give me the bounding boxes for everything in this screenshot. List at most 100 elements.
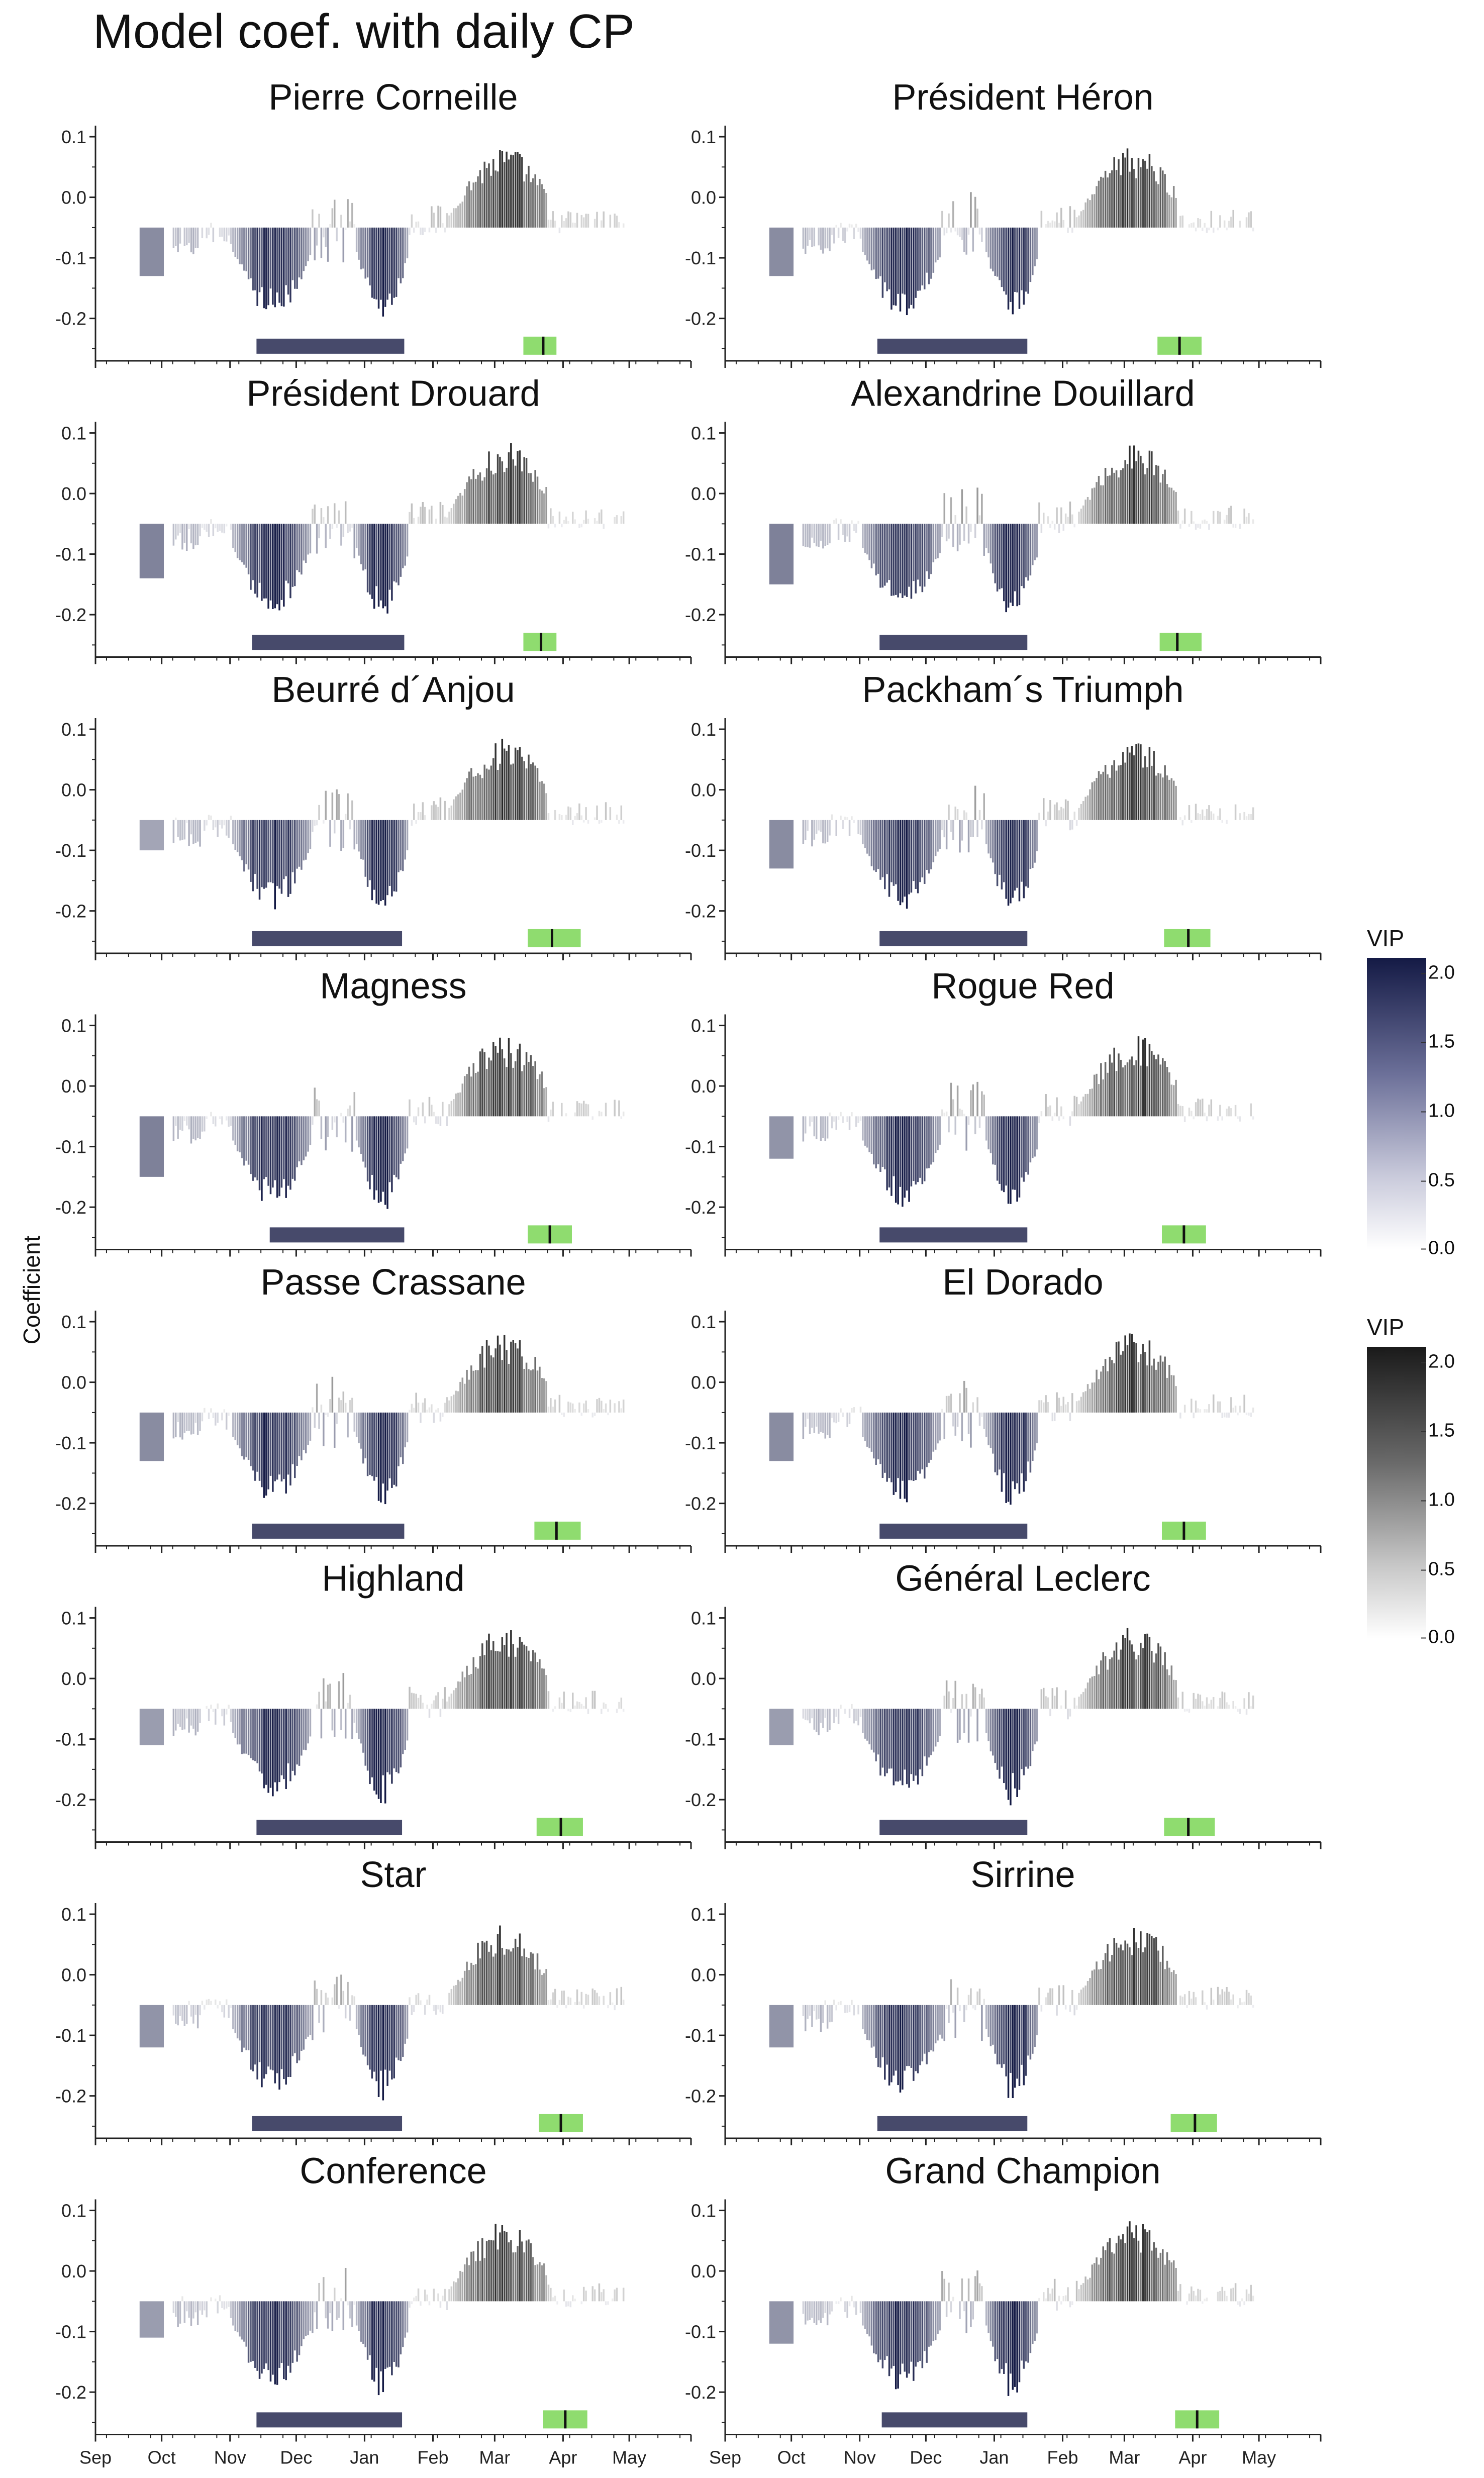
coefficient-bar [1023,227,1025,305]
coefficient-bar [245,227,247,271]
coefficient-bar [1027,227,1029,294]
coefficient-bar [1175,1974,1177,2005]
coefficient-bar [972,820,974,837]
coefficient-bar [1032,1412,1034,1461]
coefficient-bar [972,1402,974,1413]
coefficient-bar [932,227,935,273]
coefficient-bar [996,1116,999,1181]
coefficient-bar [472,469,475,524]
coefficient-bar [338,1398,340,1413]
coefficient-bar [1148,1340,1151,1413]
coefficient-bar [278,1116,280,1197]
coefficient-bar [895,1412,897,1493]
coefficient-bar [902,1116,904,1207]
coefficient-bar [1062,220,1065,228]
coefficient-bar [1170,2262,1173,2302]
coefficient-bar [1186,1709,1188,1712]
coefficient-bar [479,472,481,524]
coefficient-bar [320,1404,323,1413]
coefficient-bar [994,1412,996,1472]
coefficient-bar [1001,820,1003,889]
coefficient-bar [536,2264,539,2302]
coefficient-bar [439,1116,442,1126]
coefficient-bar [283,2005,285,2079]
coefficient-bar [316,1099,318,1117]
coefficient-bar [967,820,970,853]
coefficient-bar [380,1709,382,1803]
coefficient-bar [941,211,943,228]
coefficient-bar [1243,508,1245,524]
coefficient-bar [842,820,844,829]
mean-coefficient-bar [139,1116,164,1177]
coefficient-bar [992,2005,994,2045]
coefficient-bar [384,1412,386,1505]
coefficient-bar [855,2301,857,2315]
coefficient-bar [802,2005,805,2016]
coefficient-bar [917,1412,919,1471]
coefficient-bar [910,1709,913,1774]
coefficient-bar [201,524,204,528]
coefficient-bar [415,820,417,824]
coefficient-bar [818,820,820,831]
coefficient-bar [1162,474,1164,524]
coefficient-bar [924,524,926,587]
coefficient-bar [1126,2226,1129,2302]
coefficient-bar [952,2005,954,2013]
coefficient-bar [477,1370,479,1413]
coefficient-bar [899,227,902,312]
coefficient-bar [276,524,278,605]
coefficient-bar [870,2005,873,2048]
mean-coefficient-bar [139,2301,164,2338]
coefficient-bar [587,214,589,228]
coefficient-bar [305,2301,307,2336]
chilling-period-bar [879,1227,1028,1243]
coefficient-bar [857,2005,859,2015]
coefficient-bar [177,1116,179,1139]
coefficient-bar [373,2301,375,2382]
coefficient-bar [492,1956,494,2005]
coefficient-bar [1107,177,1109,228]
coefficient-bar [574,1112,576,1117]
coefficient-bar [318,524,320,539]
coefficient-bar [985,227,987,252]
coefficient-bar [917,524,919,580]
coefficient-bar [377,820,380,905]
coefficient-bar [320,1990,323,2005]
coefficient-bar [172,227,175,248]
coefficient-bar [192,1709,194,1729]
coefficient-bar [1223,1692,1226,1709]
coefficient-bar [1058,1398,1060,1413]
coefficient-bar [954,806,956,820]
y-tick-label: 0.1 [691,2201,716,2221]
coefficient-bar [455,1688,457,1709]
coefficient-bar [864,2005,866,2034]
coefficient-bar [563,1412,565,1417]
coefficient-bar [1228,1992,1230,2005]
coefficient-bar [261,1412,263,1488]
coefficient-bar [455,1391,457,1413]
coefficient-bar [444,227,446,233]
coefficient-bar [1062,1116,1065,1120]
coefficient-bar [1199,1099,1202,1117]
coefficient-bar [521,1956,523,2005]
coefficient-bar [463,1076,466,1117]
coefficient-bar [459,1092,461,1117]
coefficient-bar [474,1964,477,2005]
coefficient-bar [344,501,347,524]
coefficient-bar [585,1400,587,1413]
coefficient-bar [234,820,237,850]
coefficient-bar [534,765,536,820]
coefficient-bar [1206,1409,1208,1413]
coefficient-bar [417,1107,420,1117]
coefficient-bar [928,1709,930,1758]
coefficient-bar [530,764,532,820]
coefficient-bar [1230,1108,1232,1117]
coefficient-bar [926,1709,928,1766]
coefficient-bar [1053,524,1056,530]
coefficient-bar [563,1692,565,1709]
coefficient-bar [970,524,972,532]
coefficient-bar [1197,2289,1199,2302]
coefficient-bar [298,2005,301,2061]
coefficient-bar [278,2005,280,2090]
